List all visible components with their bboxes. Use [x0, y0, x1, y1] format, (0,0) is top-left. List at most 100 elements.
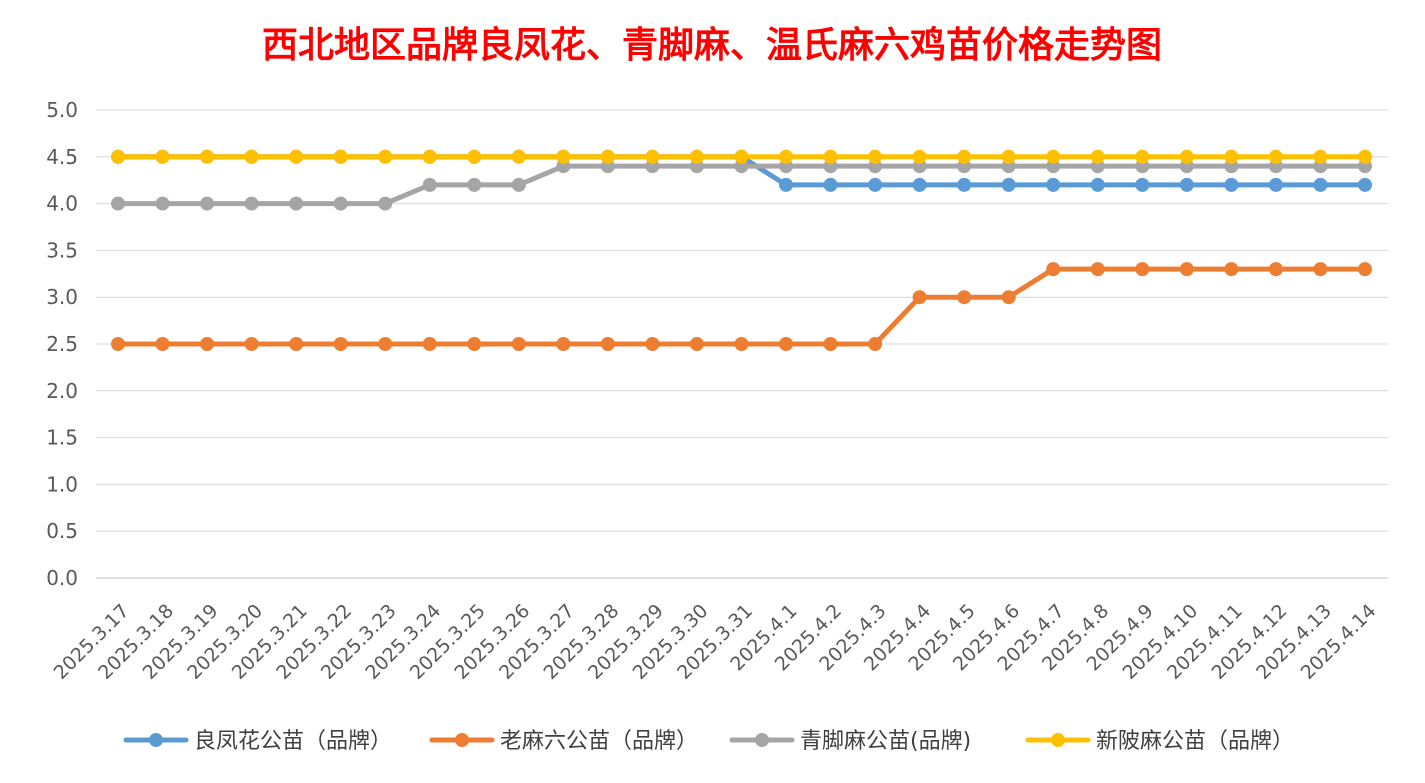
data-point — [957, 150, 971, 164]
legend-label: 良凤花公苗（品牌） — [194, 729, 392, 754]
data-point — [868, 178, 882, 192]
legend-swatch-marker — [1051, 733, 1065, 747]
data-point — [156, 197, 170, 211]
data-point — [289, 337, 303, 351]
data-point — [467, 337, 481, 351]
y-tick-label: 5.0 — [46, 98, 78, 122]
data-point — [868, 150, 882, 164]
data-point — [423, 150, 437, 164]
data-point — [378, 337, 392, 351]
data-point — [913, 150, 927, 164]
data-point — [1091, 178, 1105, 192]
data-point — [601, 337, 615, 351]
data-point — [1313, 150, 1327, 164]
legend: 良凤花公苗（品牌） 老麻六公苗（品牌） 青脚麻公苗(品牌) 新陂麻公苗（品牌） — [126, 729, 1294, 754]
data-point — [1358, 262, 1372, 276]
data-point — [111, 337, 125, 351]
data-point — [1180, 178, 1194, 192]
y-tick-label: 3.0 — [46, 285, 78, 309]
data-point — [423, 178, 437, 192]
data-point — [1135, 150, 1149, 164]
data-point — [556, 337, 570, 351]
data-point — [334, 150, 348, 164]
data-point — [824, 337, 838, 351]
data-point — [1002, 150, 1016, 164]
y-axis: 0.0 0.5 1.0 1.5 2.0 2.5 3.0 3.5 4.0 4.5 5.0 — [46, 98, 78, 590]
legend-swatch-marker — [455, 733, 469, 747]
data-point — [690, 150, 704, 164]
data-point — [645, 337, 659, 351]
data-point — [1180, 262, 1194, 276]
data-point — [200, 337, 214, 351]
data-point — [913, 178, 927, 192]
y-tick-label: 0.5 — [46, 519, 78, 543]
data-point — [200, 150, 214, 164]
data-point — [1269, 262, 1283, 276]
data-point — [957, 290, 971, 304]
legend-swatch-marker — [755, 733, 769, 747]
data-point — [245, 197, 259, 211]
data-point — [1313, 178, 1327, 192]
data-point — [156, 150, 170, 164]
data-point — [1135, 178, 1149, 192]
data-point — [1180, 150, 1194, 164]
data-point — [1358, 150, 1372, 164]
series-line — [118, 269, 1365, 344]
legend-item-1: 良凤花公苗（品牌） — [126, 729, 392, 754]
data-point — [779, 337, 793, 351]
data-point — [1091, 262, 1105, 276]
data-point — [1091, 150, 1105, 164]
data-point — [467, 178, 481, 192]
data-point — [334, 197, 348, 211]
y-tick-label: 2.0 — [46, 379, 78, 403]
y-tick-label: 0.0 — [46, 566, 78, 590]
data-point — [423, 337, 437, 351]
y-tick-label: 1.0 — [46, 472, 78, 496]
data-point — [1269, 150, 1283, 164]
data-point — [378, 197, 392, 211]
data-point — [601, 150, 615, 164]
data-point — [1269, 178, 1283, 192]
data-point — [1224, 262, 1238, 276]
data-point — [200, 197, 214, 211]
data-point — [735, 337, 749, 351]
data-point — [1135, 262, 1149, 276]
data-point — [156, 337, 170, 351]
y-tick-label: 1.5 — [46, 426, 78, 450]
data-point — [913, 290, 927, 304]
data-point — [779, 178, 793, 192]
data-point — [779, 150, 793, 164]
data-point — [245, 150, 259, 164]
data-point — [824, 150, 838, 164]
data-point — [1046, 178, 1060, 192]
data-point — [512, 150, 526, 164]
series-2 — [111, 262, 1372, 351]
data-point — [245, 337, 259, 351]
legend-swatch-marker — [149, 733, 163, 747]
y-tick-label: 3.5 — [46, 238, 78, 262]
data-point — [467, 150, 481, 164]
data-point — [1358, 178, 1372, 192]
data-point — [556, 150, 570, 164]
data-point — [1313, 262, 1327, 276]
legend-item-4: 新陂麻公苗（品牌） — [1028, 729, 1294, 754]
data-point — [824, 178, 838, 192]
legend-item-3: 青脚麻公苗(品牌) — [732, 729, 971, 754]
data-point — [690, 337, 704, 351]
data-point — [111, 197, 125, 211]
data-point — [334, 337, 348, 351]
y-tick-label: 2.5 — [46, 332, 78, 356]
data-point — [1224, 178, 1238, 192]
data-point — [957, 178, 971, 192]
legend-item-2: 老麻六公苗（品牌） — [432, 729, 698, 754]
y-tick-label: 4.0 — [46, 192, 78, 216]
data-point — [378, 150, 392, 164]
data-point — [1046, 150, 1060, 164]
data-point — [645, 150, 659, 164]
y-tick-label: 4.5 — [46, 145, 78, 169]
data-point — [868, 337, 882, 351]
data-point — [289, 197, 303, 211]
data-point — [1002, 178, 1016, 192]
